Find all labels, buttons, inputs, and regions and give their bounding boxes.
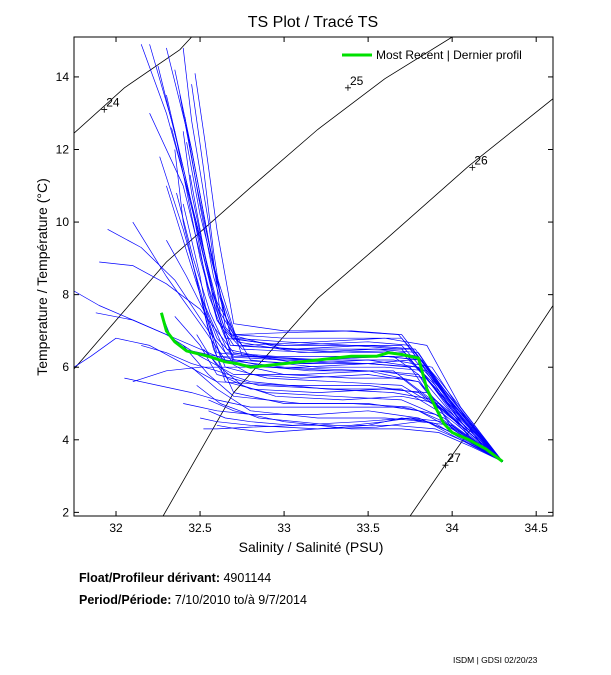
x-tick-label: 32 (109, 521, 123, 535)
density-contour-label: 27 (447, 451, 461, 465)
density-contour-marker (442, 462, 449, 469)
x-tick-label: 32.5 (188, 521, 212, 535)
historical-profile-line (141, 345, 503, 462)
historical-profile-line (208, 399, 503, 462)
period-label: Period/Période: (79, 593, 172, 607)
y-tick-label: 4 (62, 433, 69, 447)
historical-profile-line (196, 334, 503, 462)
historical-profile-line (74, 290, 503, 462)
historical-profile-line (74, 337, 503, 462)
y-tick-label: 6 (62, 360, 69, 374)
legend-label: Most Recent | Dernier profil (376, 48, 522, 62)
historical-profiles (74, 44, 503, 462)
historical-profile-line (132, 359, 503, 462)
density-contour-label: 25 (350, 74, 364, 88)
historical-profile-line (176, 192, 503, 462)
y-tick-label: 10 (56, 215, 70, 229)
x-tick-label: 33.5 (356, 521, 380, 535)
density-contour-marker (101, 106, 108, 113)
density-contour-marker (344, 84, 351, 91)
density-contour-label: 24 (106, 96, 120, 110)
historical-profile-line (174, 69, 503, 462)
period-value: 7/10/2010 to/à 9/7/2014 (174, 593, 307, 607)
density-contours (74, 37, 553, 516)
historical-profile-line (166, 240, 503, 462)
most-recent-profile-group (159, 312, 504, 463)
x-tick-label: 34.5 (525, 521, 549, 535)
credit-text: ISDM | GDSI 02/20/23 (453, 655, 538, 665)
historical-profile-line (184, 116, 503, 462)
density-contour-labels: 24 25 26 27 (101, 74, 488, 469)
historical-profile-line (191, 84, 503, 462)
density-contour-25 (74, 37, 453, 370)
y-axis-label: Temperature / Température (°C) (34, 178, 50, 376)
density-contour-26 (162, 98, 553, 516)
density-contour-marker (469, 164, 476, 171)
y-tick-label: 8 (62, 288, 69, 302)
density-contour-24 (74, 37, 192, 134)
y-tick-label: 2 (62, 505, 69, 519)
historical-profile-line (182, 203, 503, 462)
historical-profile-line (196, 385, 503, 462)
float-label: Float/Profileur dérivant: (79, 571, 220, 585)
historical-profile-line (124, 377, 503, 462)
historical-profile-line (203, 348, 503, 462)
most-recent-profile-line (159, 312, 504, 463)
density-contour-label: 26 (474, 154, 488, 168)
y-tick-label: 14 (56, 70, 70, 84)
x-axis-label: Salinity / Salinité (PSU) (239, 539, 384, 555)
density-contour-27 (409, 305, 553, 516)
legend: Most Recent | Dernier profil (342, 48, 522, 62)
historical-profile-line (107, 228, 503, 462)
x-axis-ticks: 32 32.5 33 33.5 34 34.5 (109, 37, 548, 535)
period-info-line: Period/Période: 7/10/2010 to/à 9/7/2014 (79, 593, 307, 607)
chart-title: TS Plot / Tracé TS (248, 14, 378, 31)
y-tick-label: 12 (56, 142, 70, 156)
plot-frame (73, 36, 554, 517)
float-info-line: Float/Profileur dérivant: 4901144 (79, 571, 271, 585)
x-tick-label: 34 (445, 521, 459, 535)
float-id: 4901144 (223, 571, 272, 585)
x-tick-label: 33 (277, 521, 291, 535)
historical-profile-line (189, 174, 503, 462)
historical-profile-line (171, 127, 503, 462)
